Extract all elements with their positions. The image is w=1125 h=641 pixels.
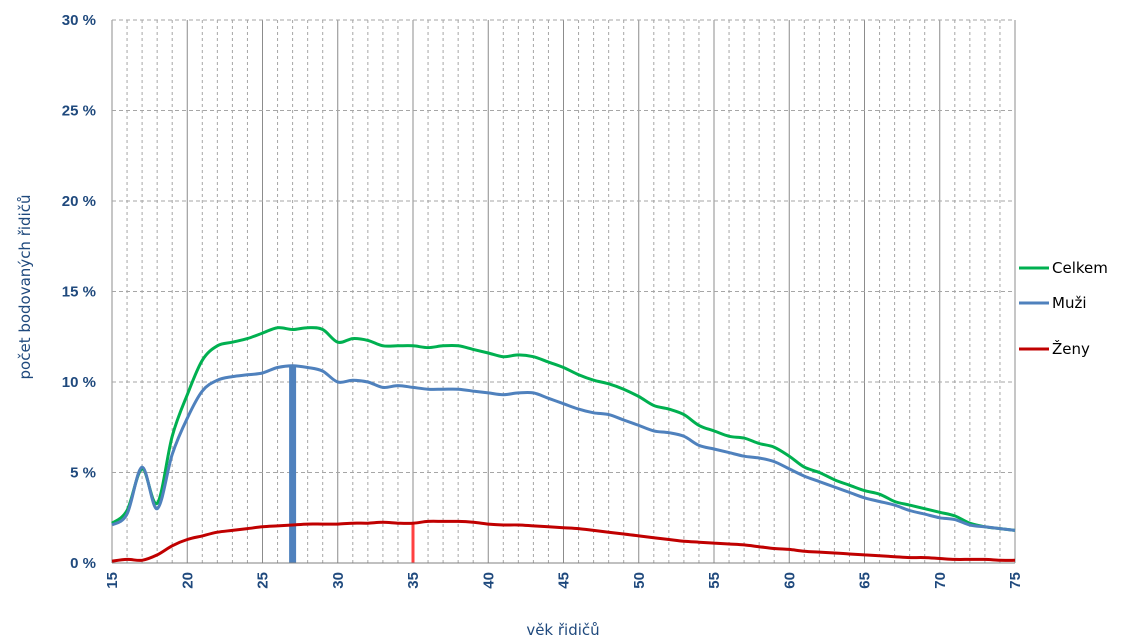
x-axis-title: věk řidičů — [526, 621, 599, 639]
y-tick-label: 20 % — [62, 193, 96, 210]
series-line-1 — [111, 326, 1016, 532]
x-tick-label: 60 — [781, 572, 798, 589]
x-tick-label: 50 — [631, 572, 648, 589]
peak-markers — [289, 365, 415, 563]
legend-label: Celkem — [1052, 259, 1108, 277]
series-line-2 — [111, 364, 1016, 532]
x-tick-label: 70 — [932, 572, 949, 589]
y-axis-title: počet bodovaných řidičů — [16, 195, 34, 380]
y-tick-label: 5 % — [70, 465, 96, 482]
y-tick-label: 25 % — [62, 103, 96, 120]
y-axis-ticks: 0 % 5 % 10 % 15 % 20 % 25 % 30 % — [62, 12, 96, 572]
grid — [111, 19, 1016, 563]
series-lines — [111, 326, 1016, 563]
x-tick-label: 25 — [255, 572, 272, 589]
x-tick-label: 20 — [179, 572, 196, 589]
x-tick-label: 75 — [1007, 572, 1024, 589]
x-tick-label: 35 — [405, 572, 422, 589]
y-tick-label: 15 % — [62, 284, 96, 301]
x-tick-label: 30 — [330, 572, 347, 589]
x-tick-label: 45 — [556, 572, 573, 589]
x-axis-ticks: 15 20 25 30 35 40 45 50 55 60 65 70 75 — [104, 572, 1024, 589]
legend-label: Muži — [1052, 294, 1087, 312]
y-tick-label: 10 % — [62, 374, 96, 391]
x-tick-label: 65 — [857, 572, 874, 589]
legend: Celkem Muži Ženy — [1019, 259, 1108, 358]
x-tick-label: 15 — [104, 572, 121, 589]
x-tick-label: 40 — [480, 572, 497, 589]
x-tick-label: 55 — [706, 572, 723, 589]
y-tick-label: 30 % — [62, 12, 96, 29]
series-line-3 — [111, 519, 1016, 563]
legend-label: Ženy — [1052, 339, 1090, 358]
y-tick-label: 0 % — [70, 555, 96, 572]
